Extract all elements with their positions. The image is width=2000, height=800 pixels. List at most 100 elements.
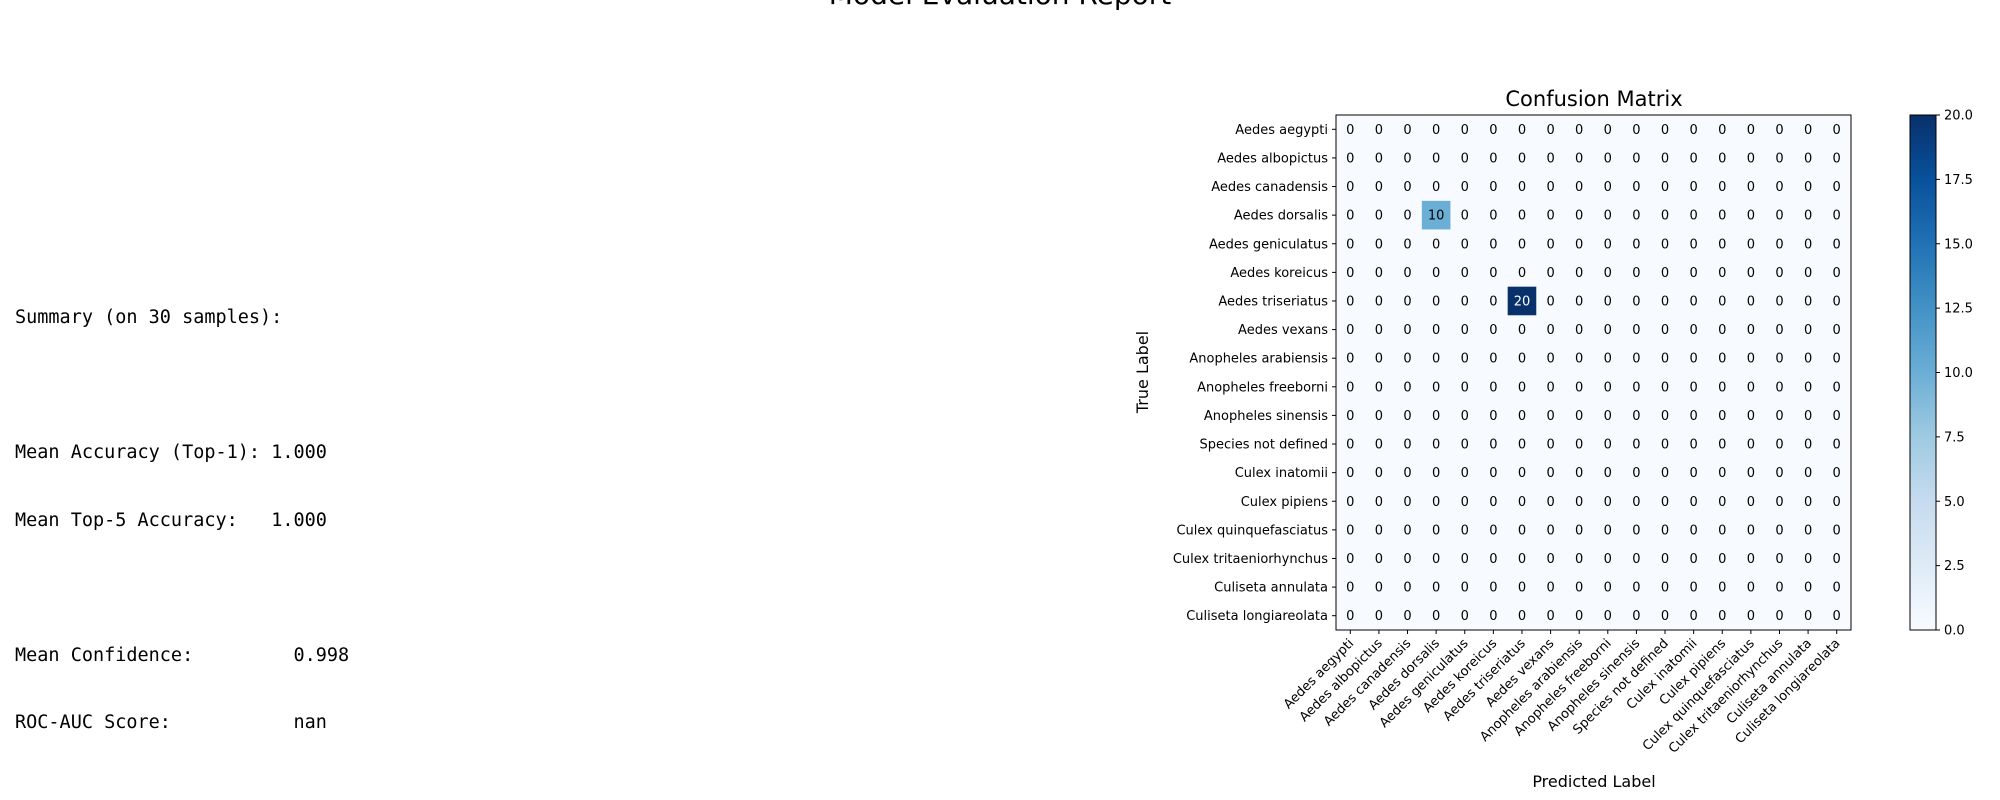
cell-value-label: 0 [1575, 609, 1583, 624]
cell-value-label: 0 [1804, 581, 1812, 596]
heatmap-cell [1421, 229, 1451, 259]
cell-value-label: 0 [1718, 123, 1726, 138]
heatmap-cell [1736, 229, 1766, 259]
cell-value-label: 0 [1604, 409, 1612, 424]
heatmap-cell [1593, 286, 1623, 316]
heatmap-cell [1536, 315, 1566, 345]
cell-value-label: 0 [1689, 380, 1697, 395]
heatmap-cell [1679, 572, 1709, 602]
cell-value-label: 0 [1775, 380, 1783, 395]
cell-value-label: 0 [1604, 180, 1612, 195]
cell-value-label: 0 [1403, 123, 1411, 138]
heatmap-cell [1393, 229, 1423, 259]
heatmap-cell [1736, 372, 1766, 402]
heatmap-cell [1393, 601, 1423, 631]
heatmap-cell [1593, 315, 1623, 345]
cell-value-label: 0 [1718, 151, 1726, 166]
heatmap-cell [1421, 115, 1451, 145]
heatmap-cell [1507, 229, 1537, 259]
heatmap-cell [1421, 286, 1451, 316]
heatmap-cell [1679, 115, 1709, 145]
cell-value-label: 0 [1346, 609, 1354, 624]
y-tick-label: Aedes vexans [1238, 323, 1328, 338]
heatmap-cell [1564, 372, 1594, 402]
heatmap-cell [1450, 601, 1480, 631]
heatmap-cell [1364, 515, 1394, 545]
cell-value-label: 0 [1461, 495, 1469, 510]
cell-value-label: 0 [1632, 552, 1640, 567]
cell-value-label: 0 [1432, 352, 1440, 367]
heatmap-cell [1507, 372, 1537, 402]
heatmap-cell [1593, 544, 1623, 574]
heatmap-cell [1421, 200, 1451, 230]
cell-value-label: 0 [1718, 581, 1726, 596]
cell-value-label: 0 [1346, 380, 1354, 395]
cell-value-label: 0 [1461, 552, 1469, 567]
heatmap-cell [1364, 544, 1394, 574]
cell-value-label: 0 [1403, 609, 1411, 624]
cell-value-label: 0 [1546, 123, 1554, 138]
heatmap-cell [1793, 200, 1823, 230]
cell-value-label: 0 [1689, 523, 1697, 538]
cell-value-label: 0 [1375, 438, 1383, 453]
heatmap-cell [1536, 401, 1566, 431]
cell-value-label: 0 [1403, 552, 1411, 567]
heatmap-cell [1336, 286, 1366, 316]
cell-value-label: 0 [1604, 294, 1612, 309]
heatmap-cell [1393, 143, 1423, 173]
y-tick-label: Aedes dorsalis [1234, 209, 1328, 224]
heatmap-cell [1393, 172, 1423, 202]
heatmap-cell [1765, 286, 1795, 316]
cell-value-label: 0 [1546, 380, 1554, 395]
heatmap-cell [1679, 486, 1709, 516]
heatmap-cell [1650, 229, 1680, 259]
cell-value-label: 0 [1804, 609, 1812, 624]
heatmap-cell [1507, 544, 1537, 574]
cell-value-label: 0 [1403, 237, 1411, 252]
cell-value-label: 0 [1518, 209, 1526, 224]
cell-value-label: 0 [1775, 552, 1783, 567]
heatmap-cell [1421, 372, 1451, 402]
y-tick-label: Culex quinquefasciatus [1176, 523, 1328, 538]
cell-value-label: 0 [1518, 266, 1526, 281]
cell-value-label: 0 [1575, 523, 1583, 538]
summary-value: nan [293, 712, 327, 733]
cell-value-label: 0 [1661, 609, 1669, 624]
cell-value-label: 0 [1689, 466, 1697, 481]
heatmap-cell [1536, 343, 1566, 373]
cell-value-label: 0 [1575, 438, 1583, 453]
y-tick-label: Culex pipiens [1241, 495, 1328, 510]
cell-value-label: 0 [1546, 237, 1554, 252]
heatmap-cell [1393, 115, 1423, 145]
heatmap-cell [1564, 401, 1594, 431]
heatmap-cell [1736, 401, 1766, 431]
cell-value-label: 0 [1432, 581, 1440, 596]
cell-value-label: 0 [1833, 552, 1841, 567]
cell-value-label: 0 [1518, 552, 1526, 567]
heatmap-cell [1507, 172, 1537, 202]
heatmap-cell [1507, 401, 1537, 431]
cell-value-label: 0 [1775, 209, 1783, 224]
heatmap-cell [1450, 515, 1480, 545]
heatmap-cell [1564, 601, 1594, 631]
cell-value-label: 0 [1461, 609, 1469, 624]
heatmap-cell [1650, 486, 1680, 516]
cell-value-label: 0 [1775, 237, 1783, 252]
cell-value-label: 0 [1804, 266, 1812, 281]
y-axis-label: True Label [1133, 331, 1152, 414]
cell-value-label: 0 [1489, 409, 1497, 424]
cell-value-label: 0 [1604, 151, 1612, 166]
heatmap-cell [1479, 172, 1509, 202]
summary-line-confidence: Mean Confidence: 0.998 [15, 645, 349, 668]
cell-value-label: 0 [1718, 323, 1726, 338]
heatmap-cell [1822, 601, 1852, 631]
cell-value-label: 0 [1747, 180, 1755, 195]
cell-value-label: 0 [1661, 323, 1669, 338]
summary-label: Mean Accuracy (Top-1): [15, 442, 261, 463]
cell-value-label: 0 [1375, 552, 1383, 567]
cell-value-label: 0 [1632, 609, 1640, 624]
heatmap-cell [1564, 229, 1594, 259]
cell-value-label: 0 [1661, 151, 1669, 166]
cell-value-label: 0 [1775, 180, 1783, 195]
